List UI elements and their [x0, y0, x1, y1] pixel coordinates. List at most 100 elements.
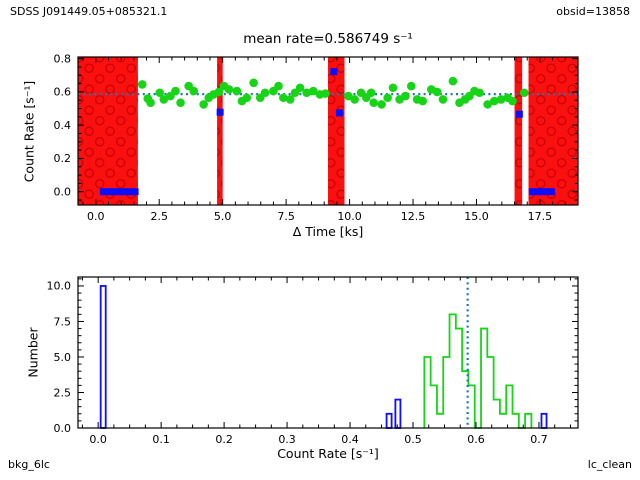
- source-point: [308, 86, 318, 96]
- source-point: [137, 80, 147, 89]
- source-point: [321, 89, 330, 98]
- source-point: [159, 95, 169, 104]
- source-point: [189, 86, 199, 96]
- histogram-xtick-label: 0.6: [467, 433, 485, 446]
- source-point: [496, 95, 506, 104]
- background-point: [528, 188, 536, 196]
- background-point: [335, 109, 343, 117]
- histogram-xtick-label: 0.0: [89, 433, 107, 446]
- source-point: [199, 100, 208, 109]
- background-point: [118, 188, 126, 196]
- source-points: [137, 76, 529, 109]
- background-points: [99, 68, 555, 196]
- source-point: [369, 98, 378, 108]
- histogram-axes: 0.0 0.1 0.2 0.3 0.4 0.5 0.6 0.7 0.0 2.5 5.0 7.5 10.0: [47, 276, 579, 446]
- source-point: [350, 95, 359, 104]
- background-hist-bar: [394, 398, 402, 429]
- source-point: [171, 86, 180, 96]
- histogram-xtick-label: 0.3: [278, 433, 296, 446]
- background-point: [541, 188, 549, 196]
- background-hist-bar: [385, 412, 393, 429]
- source-point: [432, 87, 442, 97]
- histogram-ytick-label: 2.5: [54, 386, 72, 399]
- background-point: [216, 108, 224, 116]
- background-histogram: [99, 285, 548, 429]
- source-point: [377, 100, 386, 109]
- source-point: [383, 93, 392, 103]
- histogram-xtick-label: 0.5: [404, 433, 422, 446]
- background-lightcurve-label: bkg_6lc: [8, 458, 50, 471]
- source-point: [249, 78, 258, 88]
- excluded-region: [328, 57, 345, 205]
- lightcurve-ytick-label: 0.4: [54, 119, 72, 132]
- lightcurve-ytick-label: 0.2: [54, 152, 72, 165]
- source-point: [155, 88, 165, 98]
- source-point: [344, 91, 353, 101]
- lightcurve-xtick-label: 15.0: [464, 210, 489, 223]
- excluded-time-regions: [78, 57, 578, 205]
- source-point: [366, 88, 376, 98]
- lightcurve-axes: 0.0 2.5 5.0 7.5 10.0 12.5 15.0 17.5 0.0 0.2 0.4 0.6…: [54, 52, 579, 223]
- excluded-region: [514, 57, 523, 205]
- excluded-region: [217, 57, 223, 205]
- object-name: SDSS J091449.05+085321.1: [10, 5, 168, 18]
- lightcurve-ylabel: Count Rate [s⁻¹]: [21, 80, 37, 182]
- background-point: [125, 188, 133, 196]
- lightcurve-xtick-label: 5.0: [214, 210, 232, 223]
- background-point: [131, 188, 139, 196]
- mean-rate-title: mean rate=0.586749 s⁻¹: [243, 31, 413, 47]
- source-point: [279, 93, 288, 103]
- source-point: [260, 88, 270, 98]
- source-point: [489, 96, 499, 106]
- histogram-xlabel: Count Rate [s⁻¹]: [277, 446, 379, 461]
- background-point: [535, 188, 543, 196]
- background-hist-bar: [540, 412, 548, 429]
- source-point: [401, 91, 410, 101]
- source-point: [302, 88, 311, 98]
- background-hist-bar: [99, 285, 107, 429]
- lightcurve-xtick-label: 17.5: [528, 210, 553, 223]
- histogram-xtick-label: 0.4: [341, 433, 359, 446]
- background-point: [99, 188, 107, 196]
- source-point: [406, 81, 416, 91]
- lightcurve-xtick-label: 2.5: [150, 210, 168, 223]
- lightcurve-frame: [77, 56, 579, 206]
- source-point: [295, 83, 305, 93]
- source-point: [214, 87, 224, 97]
- source-hist-step: [423, 313, 533, 429]
- background-point: [106, 188, 114, 196]
- histogram-ylabel: Number: [25, 327, 41, 378]
- source-point: [508, 96, 517, 106]
- histogram-xtick-label: 0.7: [530, 433, 548, 446]
- source-point: [285, 95, 295, 104]
- lightcurve-xtick-label: 0.0: [87, 210, 105, 223]
- source-point: [146, 98, 155, 108]
- background-point: [330, 68, 338, 76]
- source-point: [418, 96, 427, 106]
- histogram-frame: [77, 276, 579, 429]
- lightcurve-xtick-label: 12.5: [401, 210, 426, 223]
- source-point: [475, 88, 484, 98]
- histogram-xtick-label: 0.1: [152, 433, 170, 446]
- lightcurve-ytick-label: 0.6: [54, 86, 72, 99]
- source-point: [224, 85, 234, 94]
- histogram-ytick-label: 10.0: [47, 280, 72, 293]
- histogram-xtick-label: 0.2: [215, 433, 233, 446]
- clean-lightcurve-label: lc_clean: [587, 458, 632, 471]
- source-point: [438, 95, 448, 104]
- source-point: [519, 88, 529, 98]
- source-point: [176, 98, 185, 108]
- source-point: [483, 100, 492, 109]
- histogram-ytick-label: 0.0: [54, 422, 72, 435]
- lightcurve-xlabel: Δ Time [ks]: [292, 224, 364, 239]
- background-point: [112, 188, 120, 196]
- source-histogram: [423, 313, 533, 429]
- source-point: [242, 93, 252, 103]
- histogram-ytick-label: 7.5: [54, 315, 72, 328]
- source-point: [448, 76, 458, 86]
- background-point: [515, 110, 523, 118]
- excluded-region: [78, 57, 138, 205]
- source-point: [274, 81, 283, 91]
- lightcurve-xtick-label: 7.5: [277, 210, 295, 223]
